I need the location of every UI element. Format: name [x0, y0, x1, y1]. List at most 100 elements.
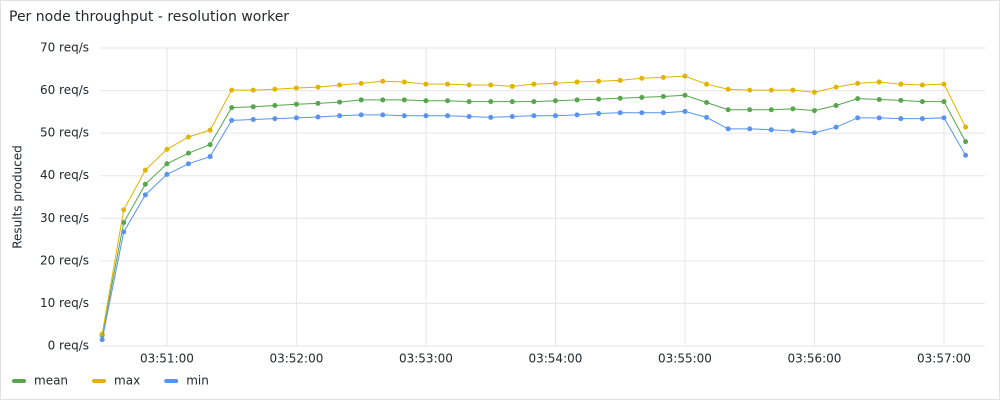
data-point — [509, 114, 515, 120]
x-tick-label: 03:51:00 — [140, 352, 194, 366]
data-point — [811, 89, 817, 95]
data-point — [747, 107, 753, 113]
data-point — [445, 113, 451, 119]
data-point — [876, 97, 882, 103]
x-tick-label: 03:56:00 — [788, 352, 842, 366]
data-point — [898, 97, 904, 103]
data-point — [272, 116, 278, 122]
data-point — [337, 82, 343, 88]
data-point — [941, 115, 947, 121]
data-point — [401, 113, 407, 119]
data-point — [552, 80, 558, 86]
data-point — [596, 78, 602, 84]
y-tick-label: 70 req/s — [40, 41, 89, 55]
data-point — [466, 82, 472, 88]
y-tick-label: 50 req/s — [40, 126, 89, 140]
data-point — [250, 117, 256, 123]
data-point — [293, 115, 299, 121]
data-point — [164, 161, 170, 167]
data-point — [186, 150, 191, 156]
y-tick-label: 60 req/s — [40, 83, 89, 97]
data-point — [639, 94, 645, 100]
data-point — [552, 113, 558, 119]
data-point — [725, 86, 731, 92]
data-point — [401, 79, 407, 85]
x-tick-label: 03:54:00 — [528, 352, 582, 366]
data-point — [121, 229, 127, 235]
data-point — [617, 77, 623, 83]
data-point — [466, 114, 472, 120]
data-point — [574, 112, 580, 118]
y-tick-label: 0 req/s — [48, 339, 89, 353]
data-point — [833, 84, 839, 90]
data-point — [315, 84, 321, 90]
data-point — [833, 102, 839, 108]
data-point — [963, 124, 969, 130]
data-point — [790, 87, 796, 93]
data-point — [596, 96, 602, 102]
data-point — [790, 106, 796, 112]
data-point — [466, 99, 472, 105]
data-point — [229, 117, 235, 123]
chart-title: Per node throughput - resolution worker — [9, 9, 289, 25]
data-point — [250, 87, 256, 93]
data-point — [423, 113, 429, 119]
x-tick-label: 03:53:00 — [399, 352, 453, 366]
y-tick-label: 40 req/s — [40, 168, 89, 182]
data-point — [552, 98, 558, 104]
data-point — [186, 161, 191, 167]
data-point — [660, 74, 666, 80]
data-point — [293, 85, 299, 91]
legend-label: mean — [34, 374, 68, 388]
data-point — [380, 78, 386, 84]
data-point — [423, 81, 429, 87]
data-point — [768, 107, 774, 113]
data-point — [488, 82, 494, 88]
data-point — [380, 112, 386, 118]
data-point — [186, 134, 191, 140]
data-point — [898, 116, 904, 122]
data-point — [509, 99, 515, 105]
data-point — [531, 113, 537, 119]
data-point — [941, 99, 947, 105]
data-point — [207, 142, 213, 148]
data-point — [142, 167, 148, 173]
data-point — [855, 96, 861, 102]
data-point — [315, 114, 321, 120]
data-point — [423, 98, 429, 104]
data-point — [445, 81, 451, 87]
data-point — [963, 139, 969, 145]
data-point — [682, 108, 688, 114]
data-point — [229, 87, 235, 93]
data-point — [639, 110, 645, 116]
legend-label: max — [114, 374, 140, 388]
data-point — [531, 81, 537, 87]
legend-label: min — [186, 374, 209, 388]
data-point — [639, 75, 645, 81]
data-point — [164, 171, 170, 177]
data-point — [207, 154, 213, 160]
data-point — [704, 81, 710, 87]
data-point — [596, 111, 602, 117]
data-point — [855, 115, 861, 121]
x-tick-label: 03:55:00 — [658, 352, 712, 366]
data-point — [811, 108, 817, 114]
data-point — [833, 124, 839, 130]
data-point — [682, 92, 688, 98]
y-tick-label: 10 req/s — [40, 296, 89, 310]
data-point — [272, 86, 278, 92]
data-point — [509, 83, 515, 89]
data-point — [811, 130, 817, 136]
data-point — [747, 87, 753, 93]
data-point — [963, 152, 969, 158]
y-axis-label: Results produced — [11, 145, 25, 249]
data-point — [358, 112, 364, 118]
data-point — [725, 107, 731, 113]
data-point — [768, 87, 774, 93]
data-point — [315, 100, 321, 106]
data-point — [142, 181, 148, 187]
data-point — [358, 97, 364, 103]
data-point — [272, 102, 278, 108]
legend-swatch — [12, 379, 26, 383]
